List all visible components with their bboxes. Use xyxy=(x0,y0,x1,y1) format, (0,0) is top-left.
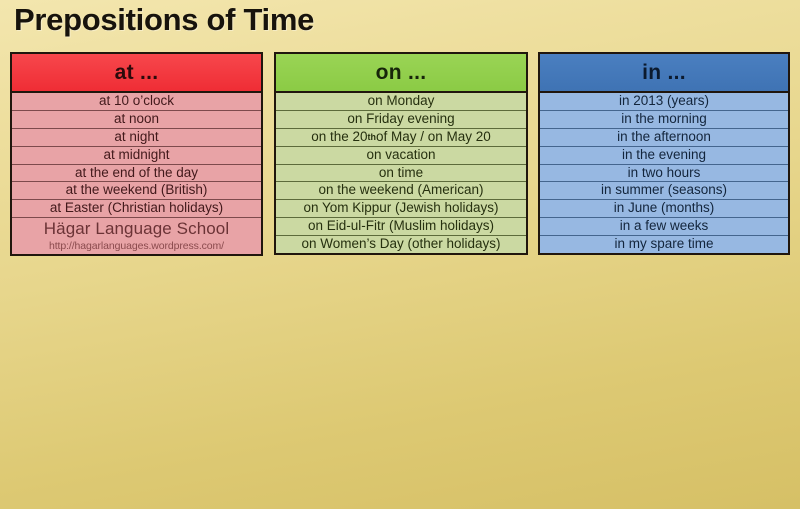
list-item: in the evening xyxy=(540,146,788,165)
list-item: in June (months) xyxy=(540,200,788,219)
list-item: in the morning xyxy=(540,110,788,129)
prepositions-table: at ... at 10 o’clock at noon at night at… xyxy=(0,52,800,498)
list-item: at midnight xyxy=(12,146,261,165)
column-at-cells: at 10 o’clock at noon at night at midnig… xyxy=(12,93,261,254)
list-item: on the weekend (American) xyxy=(276,182,526,201)
list-item: in two hours xyxy=(540,164,788,183)
list-item: in summer (seasons) xyxy=(540,182,788,201)
column-at: at ... at 10 o’clock at noon at night at… xyxy=(10,52,263,256)
ordinal-after: of May / on May 20 xyxy=(375,128,491,144)
column-header-at: at ... xyxy=(12,54,261,93)
list-item: on Monday xyxy=(276,93,526,111)
list-item: at night xyxy=(12,128,261,147)
brand-url[interactable]: http://hagarlanguages.wordpress.com/ xyxy=(48,240,224,253)
column-on: on ... on Monday on Friday evening on th… xyxy=(274,52,528,255)
list-item: on Yom Kippur (Jewish holidays) xyxy=(276,200,526,219)
column-header-on: on ... xyxy=(276,54,526,93)
list-item: on Women’s Day (other holidays) xyxy=(276,236,526,253)
list-item: in the afternoon xyxy=(540,128,788,147)
list-item: in a few weeks xyxy=(540,218,788,236)
page-title: Prepositions of Time xyxy=(14,2,315,37)
list-item: in 2013 (years) xyxy=(540,93,788,111)
ordinal-before: on the 20 xyxy=(311,128,368,144)
list-item: at the weekend (British) xyxy=(12,182,261,201)
column-header-in: in ... xyxy=(540,54,788,93)
list-item: on Friday evening xyxy=(276,110,526,129)
brand-name: Hägar Language School xyxy=(43,219,230,239)
list-item: on vacation xyxy=(276,146,526,165)
list-item: at noon xyxy=(12,110,261,129)
list-item: at 10 o’clock xyxy=(12,93,261,111)
list-item: in my spare time xyxy=(540,236,788,253)
list-item: at the end of the day xyxy=(12,164,261,183)
list-item: at Easter (Christian holidays) xyxy=(12,200,261,219)
list-item: on time xyxy=(276,164,526,183)
column-in-cells: in 2013 (years) in the morning in the af… xyxy=(540,93,788,253)
column-in: in ... in 2013 (years) in the morning in… xyxy=(538,52,790,255)
branding-cell: Hägar Language School http://hagarlangua… xyxy=(12,218,261,254)
list-item: on Eid-ul-Fitr (Muslim holidays) xyxy=(276,218,526,236)
